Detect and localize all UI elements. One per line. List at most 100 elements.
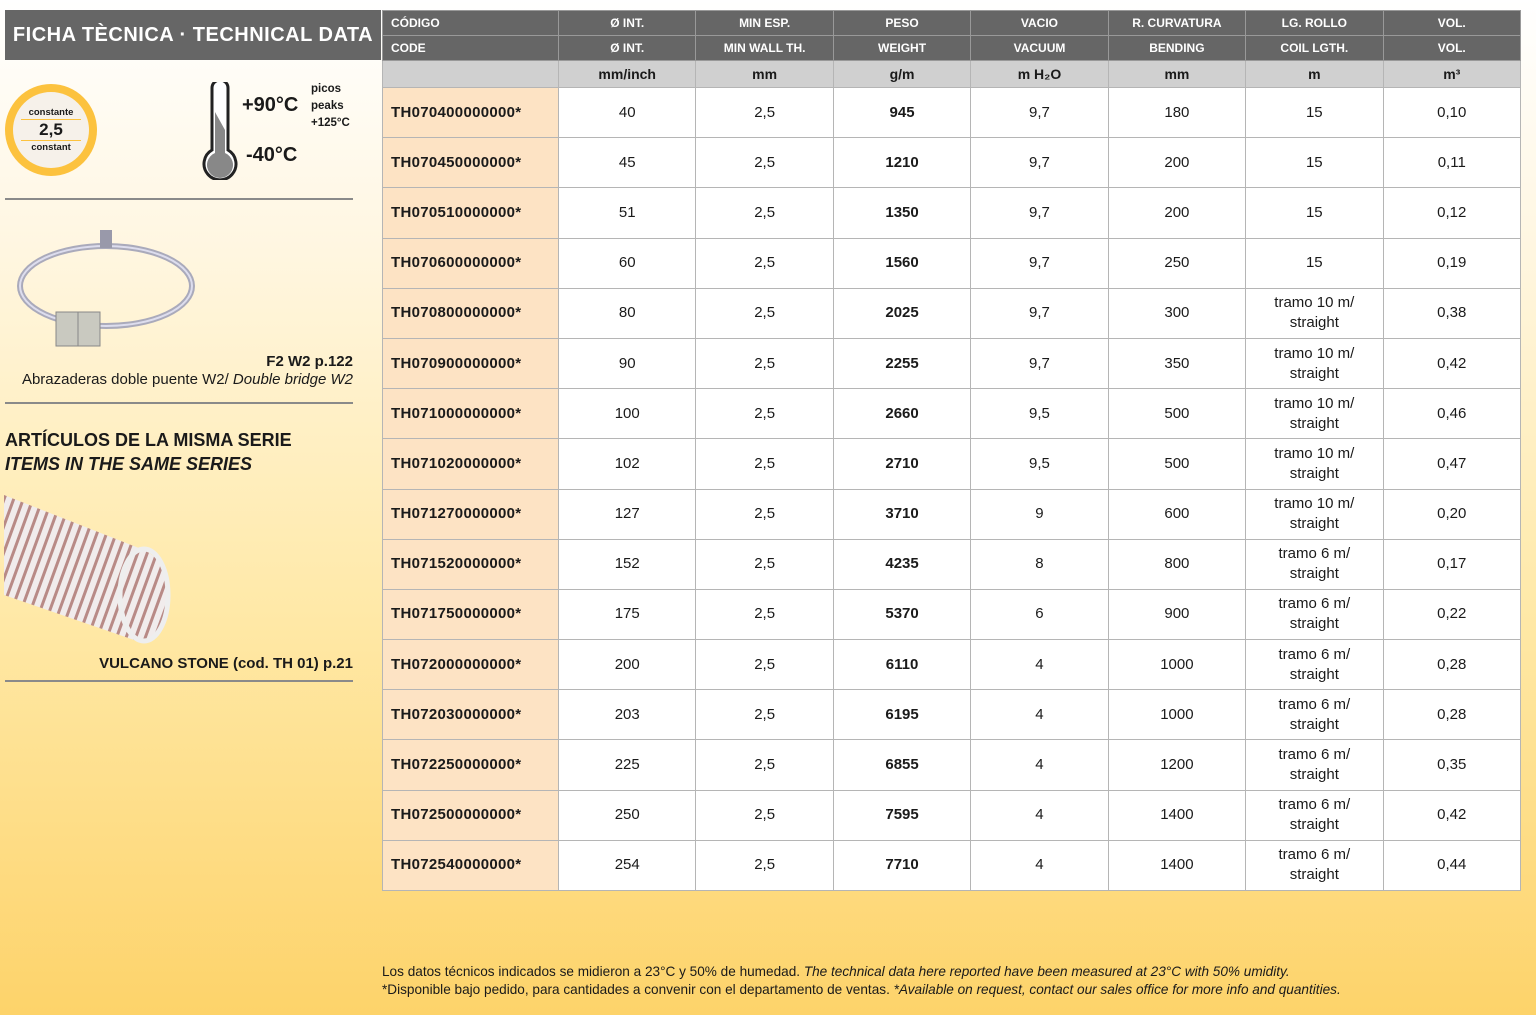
accessory-desc-en: Double bridge W2 <box>232 371 353 388</box>
cell-bending: 1400 <box>1107 839 1247 892</box>
temp-max: +90°C <box>242 94 299 116</box>
temp-min: -40°C <box>246 144 298 166</box>
cell-coil-length: tramo 10 m/ straight <box>1245 488 1384 540</box>
table-row: TH071000000000* 100 2,5 2660 9,5 500 tramo 10 … <box>382 388 1522 440</box>
cell-inner-diameter: 152 <box>557 538 697 590</box>
header-volume: VOL. <box>1382 10 1522 36</box>
cell-inner-diameter: 90 <box>557 337 697 390</box>
table-row: TH071750000000* 175 2,5 5370 6 900 tramo 6 m/ … <box>382 588 1522 641</box>
cell-coil-length: 15 <box>1245 187 1384 239</box>
clamp-image <box>17 230 195 347</box>
cell-volume: 0,22 <box>1382 588 1522 641</box>
cell-coil-length: tramo 6 m/ straight <box>1245 538 1384 590</box>
badge-label-es: constante <box>28 107 74 118</box>
peaks-en: peaks <box>311 100 344 112</box>
cell-min-wall: 2,5 <box>695 839 834 892</box>
cell-inner-diameter: 200 <box>557 639 697 691</box>
footnote-1-es: Los datos técnicos indicados se midieron… <box>382 964 804 979</box>
header-inner-diameter: Ø INT. <box>557 35 697 61</box>
header-coil-length: LG. ROLLO <box>1245 10 1384 36</box>
header-inner-diameter: mm/inch <box>557 60 697 88</box>
table-row: TH071520000000* 152 2,5 4235 8 800 tramo 6 m/ … <box>382 538 1522 590</box>
cell-code: TH070600000000* <box>382 237 559 289</box>
table-row: TH072540000000* 254 2,5 7710 4 1400 tramo 6 m/… <box>382 839 1522 892</box>
cell-weight: 6110 <box>832 639 972 691</box>
badge-value: 2,5 <box>21 119 81 141</box>
cell-coil-length: tramo 10 m/ straight <box>1245 337 1384 390</box>
table-row: TH070400000000* 40 2,5 945 9,7 180 15 0,10 <box>382 86 1522 139</box>
cell-inner-diameter: 40 <box>557 86 697 139</box>
cell-inner-diameter: 225 <box>557 739 697 791</box>
cell-coil-length: tramo 6 m/ straight <box>1245 689 1384 741</box>
header-row-en: CODE Ø INT. MIN WALL TH. WEIGHT VACUUM BENDIN… <box>382 35 1522 61</box>
cell-min-wall: 2,5 <box>695 187 834 239</box>
divider <box>5 198 353 200</box>
cell-bending: 1000 <box>1107 689 1247 741</box>
cell-weight: 1210 <box>832 137 972 189</box>
cell-inner-diameter: 254 <box>557 839 697 892</box>
cell-vacuum: 9,7 <box>970 187 1109 239</box>
cell-min-wall: 2,5 <box>695 287 834 339</box>
header-weight: WEIGHT <box>832 35 972 61</box>
cell-vacuum: 6 <box>970 588 1109 641</box>
cell-weight: 2660 <box>832 388 972 440</box>
cell-inner-diameter: 51 <box>557 187 697 239</box>
divider <box>5 680 353 682</box>
header-coil-length: m <box>1245 60 1384 88</box>
cell-vacuum: 9 <box>970 488 1109 540</box>
footnote-2-es: *Disponible bajo pedido, para cantidades… <box>382 982 894 997</box>
cell-min-wall: 2,5 <box>695 789 834 841</box>
cell-volume: 0,46 <box>1382 388 1522 440</box>
header-vacuum: VACIO <box>970 10 1109 36</box>
divider <box>5 402 353 404</box>
table-row: TH072250000000* 225 2,5 6855 4 1200 tramo 6 m/… <box>382 739 1522 791</box>
cell-volume: 0,28 <box>1382 689 1522 741</box>
peaks-es: picos <box>311 83 342 95</box>
header-min-wall: MIN ESP. <box>695 10 834 36</box>
cell-code: TH072500000000* <box>382 789 559 841</box>
cell-coil-length: tramo 10 m/ straight <box>1245 287 1384 339</box>
cell-min-wall: 2,5 <box>695 689 834 741</box>
cell-volume: 0,19 <box>1382 237 1522 289</box>
series-heading: ARTÍCULOS DE LA MISMA SERIE ITEMS IN THE… <box>5 428 292 476</box>
cell-weight: 6855 <box>832 739 972 791</box>
footnote-2-en: *Available on request, contact our sales… <box>893 982 1341 997</box>
accessory-ref: F2 W2 p.122 <box>266 353 353 370</box>
cell-volume: 0,42 <box>1382 789 1522 841</box>
cell-volume: 0,11 <box>1382 137 1522 189</box>
cell-inner-diameter: 45 <box>557 137 697 189</box>
header-weight: PESO <box>832 10 972 36</box>
header-vacuum: VACUUM <box>970 35 1109 61</box>
cell-weight: 5370 <box>832 588 972 641</box>
cell-inner-diameter: 102 <box>557 438 697 490</box>
cell-min-wall: 2,5 <box>695 438 834 490</box>
cell-inner-diameter: 60 <box>557 237 697 289</box>
cell-vacuum: 8 <box>970 538 1109 590</box>
cell-code: TH070900000000* <box>382 337 559 390</box>
cell-coil-length: tramo 10 m/ straight <box>1245 388 1384 440</box>
cell-vacuum: 4 <box>970 839 1109 892</box>
header-min-wall: MIN WALL TH. <box>695 35 834 61</box>
table-row: TH070800000000* 80 2,5 2025 9,7 300 tramo 10 m… <box>382 287 1522 339</box>
cell-code: TH070400000000* <box>382 86 559 139</box>
hose-image <box>4 495 171 644</box>
cell-code: TH072030000000* <box>382 689 559 741</box>
header-code: CODE <box>382 35 559 61</box>
cell-code: TH071270000000* <box>382 488 559 540</box>
cell-bending: 500 <box>1107 438 1247 490</box>
cell-code: TH070450000000* <box>382 137 559 189</box>
header-inner-diameter: Ø INT. <box>557 10 697 36</box>
cell-coil-length: tramo 6 m/ straight <box>1245 839 1384 892</box>
series-item: VULCANO STONE (cod. TH 01) p.21 <box>99 655 353 672</box>
cell-bending: 180 <box>1107 86 1247 139</box>
cell-bending: 900 <box>1107 588 1247 641</box>
cell-coil-length: tramo 10 m/ straight <box>1245 438 1384 490</box>
cell-coil-length: tramo 6 m/ straight <box>1245 739 1384 791</box>
cell-code: TH071520000000* <box>382 538 559 590</box>
wall-thickness-badge: constante 2,5 constant <box>5 84 97 176</box>
header-bending: R. CURVATURA <box>1107 10 1247 36</box>
cell-coil-length: tramo 6 m/ straight <box>1245 588 1384 641</box>
cell-coil-length: tramo 6 m/ straight <box>1245 789 1384 841</box>
cell-bending: 600 <box>1107 488 1247 540</box>
cell-coil-length: 15 <box>1245 86 1384 139</box>
